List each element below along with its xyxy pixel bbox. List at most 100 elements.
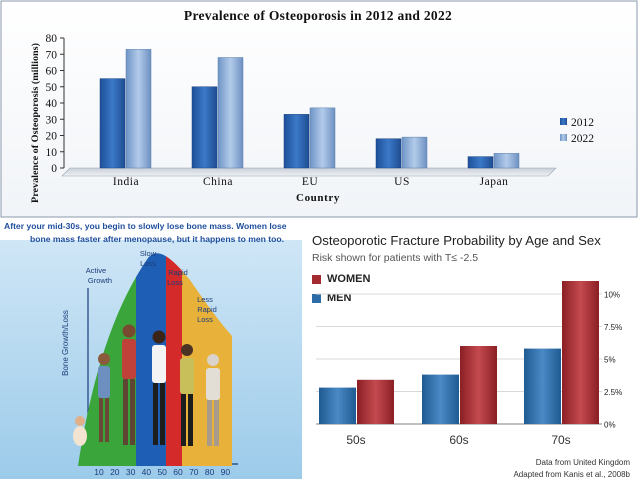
bar-group (99, 49, 520, 169)
legend: 2012 2022 (560, 117, 594, 145)
y-tick-label: 5% (604, 356, 616, 365)
source-line-2: Adapted from Kanis et al., 2008b (513, 470, 630, 479)
y-axis-label: Prevalence of Osteoporosis (millions) (30, 43, 41, 203)
person-woman-adult (152, 330, 166, 445)
x-tick-labels: 50s 60s 70s (346, 433, 570, 447)
annotation-less-rapid-2: Rapid (197, 305, 217, 314)
person-teen (122, 324, 136, 445)
y-tick-label: 10% (604, 291, 620, 300)
bar-2022-China (217, 57, 244, 169)
y-tick-label: 0% (604, 421, 616, 430)
caption-line-2: bone mass faster after menopause, but it… (30, 234, 285, 244)
y-tick-label: 7.5% (604, 323, 622, 332)
x-tick-labels: India China EU US Japan (113, 176, 508, 188)
legend-swatch-2022 (560, 134, 567, 141)
y-axis-label: Bone Growth/Loss (61, 310, 70, 376)
annotation-active-growth-1: Active (86, 266, 106, 275)
bar-men-50s (319, 387, 356, 424)
x-tick-label: 60s (449, 433, 468, 447)
chart-title: Osteoporotic Fracture Probability by Age… (312, 233, 601, 248)
legend-swatch-women (312, 274, 321, 284)
person-middle-aged (180, 344, 194, 446)
caption-line-1: After your mid-30s, you begin to slowly … (4, 221, 287, 231)
person-elderly (206, 354, 220, 446)
annotation-less-rapid-3: Loss (197, 315, 213, 324)
person-child (98, 353, 110, 442)
x-tick-label: 80 (205, 467, 215, 477)
bone-mass-caption: After your mid-30s, you begin to slowly … (4, 220, 300, 246)
y-tick-label: 0 (51, 163, 57, 175)
x-tick-label: 20 (110, 467, 120, 477)
legend-label-2022: 2022 (571, 133, 594, 145)
legend-swatch-2012 (560, 118, 567, 125)
y-tick-label: 70 (46, 49, 58, 61)
bar-women-50s (357, 379, 394, 424)
x-tick-label: 30 (126, 467, 136, 477)
bar-2022-India (125, 49, 152, 169)
people-figures (73, 324, 220, 446)
bar-2022-Japan (493, 153, 520, 169)
y-tick-labels: 0% 2.5% 5% 7.5% 10% (604, 291, 622, 430)
x-tick-label: 70s (551, 433, 570, 447)
bar-2022-EU (309, 107, 336, 169)
bar-men-70s (524, 348, 561, 424)
fracture-chart: 50s 60s 70s 0% 2.5% 5% 7.5% 10% (316, 281, 622, 447)
annotation-less-rapid-1: Less (197, 295, 213, 304)
x-tick-label: China (203, 176, 233, 188)
bar-women-60s (460, 346, 497, 424)
x-tick-label: 50 (157, 467, 167, 477)
phase-rapid-loss (166, 253, 182, 467)
fracture-probability-panel: Osteoporotic Fracture Probability by Age… (302, 218, 638, 479)
x-tick-label: 10 (94, 467, 104, 477)
chart-subtitle: Risk shown for patients with T≤ -2.5 (312, 252, 479, 264)
bar-2022-US (401, 136, 428, 169)
legend-item-women: WOMEN (312, 273, 370, 285)
bar-2012-India (99, 78, 126, 169)
prevalence-chart: Prevalence of Osteoporosis in 2012 and 2… (0, 0, 638, 218)
annotation-rapid-loss-1: Rapid (168, 268, 188, 277)
annotation-active-growth-2: Growth (88, 276, 112, 285)
y-tick-label: 30 (46, 114, 58, 126)
bar-men-60s (422, 374, 459, 424)
x-tick-label: 90 (221, 467, 231, 477)
chart-title: Prevalence of Osteoporosis in 2012 and 2… (184, 8, 452, 23)
y-tick-label: 20 (46, 131, 58, 143)
y-axis: 0 10 20 30 40 50 60 70 80 (46, 33, 65, 175)
source-line-1: Data from United Kingdom (535, 458, 630, 467)
person-baby (73, 416, 87, 446)
y-tick-label: 2.5% (604, 388, 622, 397)
x-tick-label: 60 (173, 467, 183, 477)
x-tick-label: EU (302, 176, 319, 188)
chart-floor (61, 167, 557, 177)
x-axis-label: Country (296, 192, 340, 204)
bone-mass-illustration: Bone Growth/Loss Active Growth Slow Loss… (0, 240, 302, 479)
bar-2012-EU (283, 114, 310, 169)
x-tick-label: Japan (480, 176, 509, 188)
legend-label-men: MEN (327, 292, 352, 304)
bar-2012-Japan (467, 156, 494, 169)
annotation-rapid-loss-2: Loss (167, 278, 183, 287)
x-tick-label: 70 (189, 467, 199, 477)
bone-mass-panel: Bone Growth/Loss Active Growth Slow Loss… (0, 218, 302, 479)
bar-2012-US (375, 138, 402, 169)
x-tick-label: US (394, 176, 410, 188)
legend-label-women: WOMEN (327, 273, 371, 285)
x-tick-label: 50s (346, 433, 365, 447)
x-tick-labels: 10 20 30 40 50 60 70 80 90 (94, 467, 230, 477)
x-tick-label: 40 (142, 467, 152, 477)
y-tick-label: 60 (46, 66, 58, 78)
prevalence-panel: Prevalence of Osteoporosis in 2012 and 2… (0, 0, 638, 218)
bar-women-70s (562, 281, 599, 424)
legend-label-2012: 2012 (571, 117, 594, 129)
annotation-slow-loss-1: Slow (140, 249, 157, 258)
bar-group (319, 281, 599, 424)
annotation-slow-loss-2: Loss (140, 259, 156, 268)
y-tick-label: 50 (46, 82, 58, 94)
y-tick-label: 10 (46, 147, 58, 159)
y-tick-label: 80 (46, 33, 58, 45)
x-tick-label: India (113, 176, 139, 188)
legend-swatch-men (312, 293, 321, 303)
bar-2012-China (191, 86, 218, 169)
legend-item-men: MEN (312, 292, 351, 304)
y-tick-label: 40 (46, 98, 58, 110)
